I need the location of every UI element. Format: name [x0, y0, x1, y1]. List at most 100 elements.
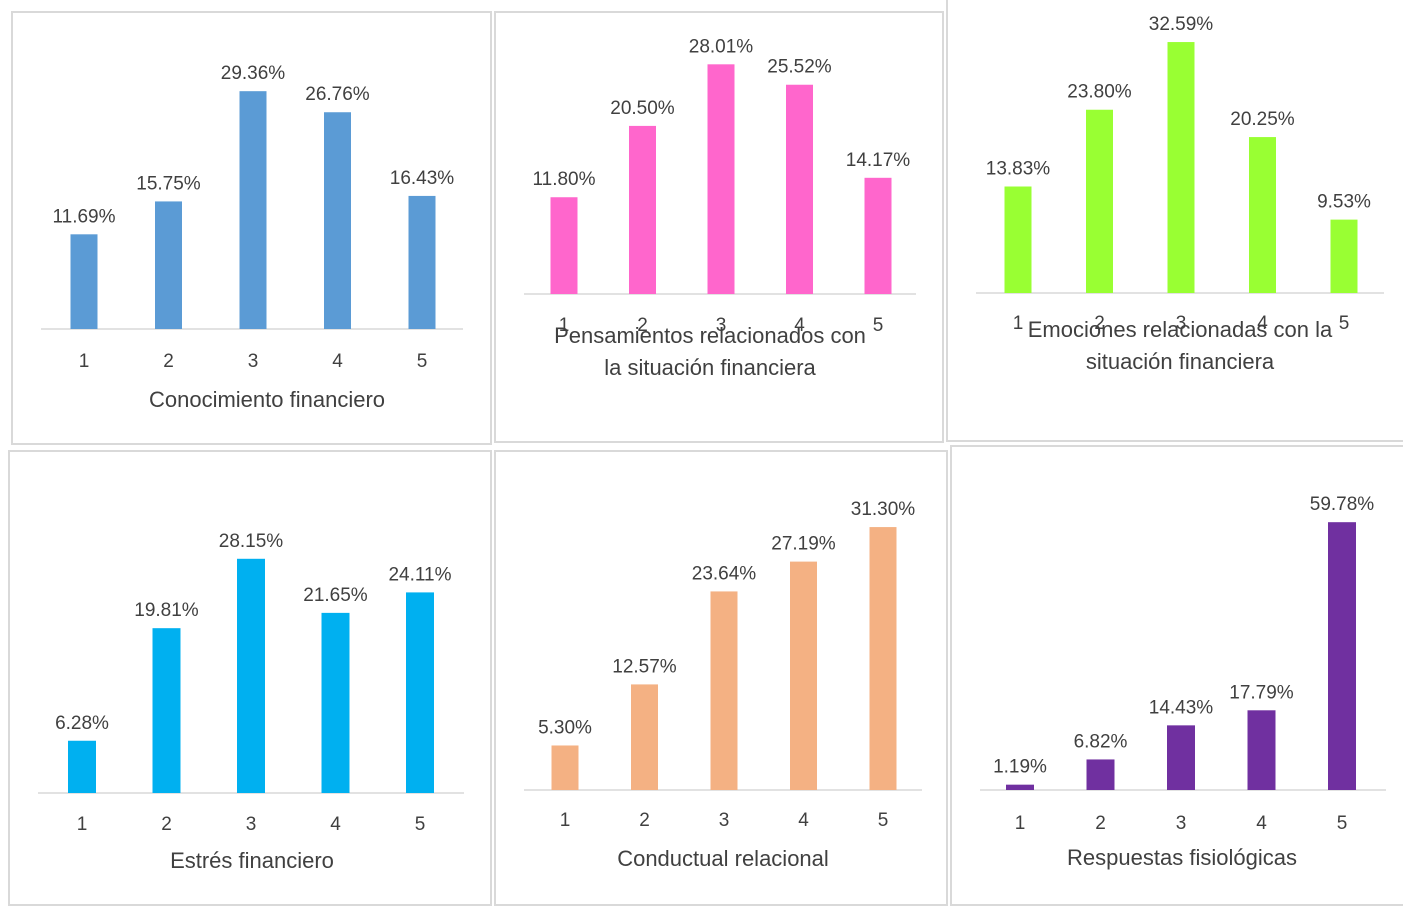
x-tick-label: 2 — [1094, 313, 1105, 334]
bar-5 — [408, 195, 436, 329]
bar-chart: 6.28% 1 19.81% 2 28.15% 3 21.65% 4 24.11% 5 Estrés… — [38, 531, 464, 873]
data-label: 11.69% — [52, 206, 115, 227]
x-tick-label: 1 — [559, 315, 570, 336]
bar-2 — [631, 684, 658, 790]
data-label: 28.01% — [689, 36, 754, 57]
chart-panel-conocimiento-financiero: 11.69% 1 15.75% 2 29.36% 3 26.76% 4 16.43% 5 Conoc… — [11, 11, 492, 445]
data-label: 27.19% — [771, 534, 836, 555]
x-axis-title: Pensamientos relacionados con — [554, 323, 866, 348]
data-label: 17.79% — [1229, 682, 1294, 703]
x-tick-label: 2 — [639, 810, 650, 831]
bar-1 — [70, 234, 98, 329]
x-axis-title: Conocimiento financiero — [149, 387, 385, 412]
bar-3 — [237, 558, 265, 793]
data-label: 21.65% — [303, 585, 368, 606]
data-label: 26.76% — [305, 84, 370, 105]
bar-1 — [550, 197, 578, 294]
x-tick-label: 2 — [163, 351, 174, 372]
x-tick-label: 3 — [246, 814, 257, 835]
chart-panel-estres-financiero: 6.28% 1 19.81% 2 28.15% 3 21.65% 4 24.11% 5 Estrés… — [8, 450, 492, 906]
data-label: 20.25% — [1230, 109, 1295, 130]
bar-5 — [1330, 219, 1358, 293]
bar-2 — [152, 628, 181, 793]
x-tick-label: 4 — [794, 315, 805, 336]
data-label: 15.75% — [136, 173, 201, 194]
x-tick-label: 3 — [248, 351, 259, 372]
bar-3 — [1167, 42, 1195, 293]
bar-5 — [406, 592, 434, 793]
bar-1 — [1004, 186, 1032, 293]
bar-2 — [629, 125, 656, 295]
x-tick-label: 4 — [330, 814, 341, 835]
bar-chart: 11.80% 1 20.50% 2 28.01% 3 25.52% 4 14.17% 5 Pensa… — [524, 36, 916, 380]
bar-2 — [1086, 109, 1113, 294]
bar-3 — [710, 591, 738, 790]
x-tick-label: 1 — [1015, 813, 1026, 834]
data-label: 31.30% — [851, 499, 916, 520]
bar-1 — [68, 740, 96, 793]
data-label: 6.28% — [55, 713, 109, 734]
data-label: 28.15% — [219, 531, 284, 552]
x-tick-label: 3 — [719, 810, 730, 831]
data-label: 29.36% — [221, 63, 286, 84]
data-label: 23.80% — [1067, 82, 1132, 103]
x-tick-label: 5 — [1337, 813, 1348, 834]
x-tick-label: 2 — [637, 315, 648, 336]
x-tick-label: 2 — [161, 814, 172, 835]
x-axis-title: Estrés financiero — [170, 848, 334, 873]
data-label: 19.81% — [134, 600, 199, 621]
bar-3 — [239, 91, 267, 330]
bar-1 — [551, 745, 579, 790]
x-tick-label: 4 — [1257, 313, 1268, 334]
data-label: 32.59% — [1149, 14, 1214, 35]
x-tick-label: 5 — [873, 315, 884, 336]
x-tick-label: 4 — [1256, 813, 1267, 834]
bar-chart: 13.83% 1 23.80% 2 32.59% 3 20.25% 4 9.53% 5 Emocio… — [976, 14, 1384, 374]
bar-5 — [1328, 522, 1356, 790]
chart-panel-emociones: 13.83% 1 23.80% 2 32.59% 3 20.25% 4 9.53% 5 Emocio… — [946, 0, 1403, 442]
x-tick-label: 3 — [1176, 813, 1187, 834]
data-label: 16.43% — [390, 168, 455, 189]
x-axis-title: la situación financiera — [604, 355, 816, 380]
data-label: 14.17% — [846, 150, 911, 171]
data-label: 59.78% — [1310, 494, 1375, 515]
data-label: 25.52% — [767, 57, 832, 78]
x-tick-label: 4 — [332, 351, 343, 372]
x-tick-label: 1 — [79, 351, 90, 372]
x-tick-label: 3 — [716, 315, 727, 336]
data-label: 13.83% — [986, 159, 1051, 180]
data-label: 23.64% — [692, 563, 757, 584]
data-label: 9.53% — [1317, 192, 1371, 213]
bar-5 — [864, 177, 892, 294]
x-axis-title: Respuestas fisiológicas — [1067, 845, 1297, 870]
x-tick-label: 1 — [77, 814, 88, 835]
bar-4 — [786, 84, 813, 295]
x-axis-title: Conductual relacional — [617, 846, 829, 871]
bar-chart: 1.19% 1 6.82% 2 14.43% 3 17.79% 4 59.78% 5 Respues… — [980, 494, 1386, 870]
bar-4 — [324, 112, 351, 329]
bar-3 — [707, 64, 735, 295]
chart-panel-pensamientos: 11.80% 1 20.50% 2 28.01% 3 25.52% 4 14.17% 5 Pensa… — [494, 11, 944, 443]
data-label: 12.57% — [612, 656, 677, 677]
x-tick-label: 1 — [560, 810, 571, 831]
x-tick-label: 1 — [1013, 313, 1024, 334]
data-label: 24.11% — [388, 564, 451, 585]
data-label: 14.43% — [1149, 697, 1214, 718]
x-tick-label: 4 — [798, 810, 809, 831]
x-axis-title: Emociones relacionadas con la — [1028, 317, 1333, 342]
bar-1 — [1006, 784, 1034, 790]
x-axis-title: situación financiera — [1086, 349, 1275, 374]
x-tick-label: 5 — [878, 810, 889, 831]
x-tick-label: 3 — [1176, 313, 1187, 334]
bar-2 — [1086, 759, 1115, 790]
bar-4 — [790, 561, 817, 790]
data-label: 6.82% — [1074, 731, 1128, 752]
bar-chart: 5.30% 1 12.57% 2 23.64% 3 27.19% 4 31.30% 5 Conduc… — [524, 499, 922, 871]
x-tick-label: 5 — [1339, 313, 1350, 334]
data-label: 5.30% — [538, 717, 592, 738]
chart-panel-conductual-relacional: 5.30% 1 12.57% 2 23.64% 3 27.19% 4 31.30% 5 Conduc… — [494, 450, 948, 906]
x-tick-label: 2 — [1095, 813, 1106, 834]
bar-3 — [1167, 725, 1195, 790]
bar-4 — [321, 612, 350, 793]
chart-panel-respuestas-fisiologicas: 1.19% 1 6.82% 2 14.43% 3 17.79% 4 59.78% 5 Respues… — [950, 445, 1403, 906]
